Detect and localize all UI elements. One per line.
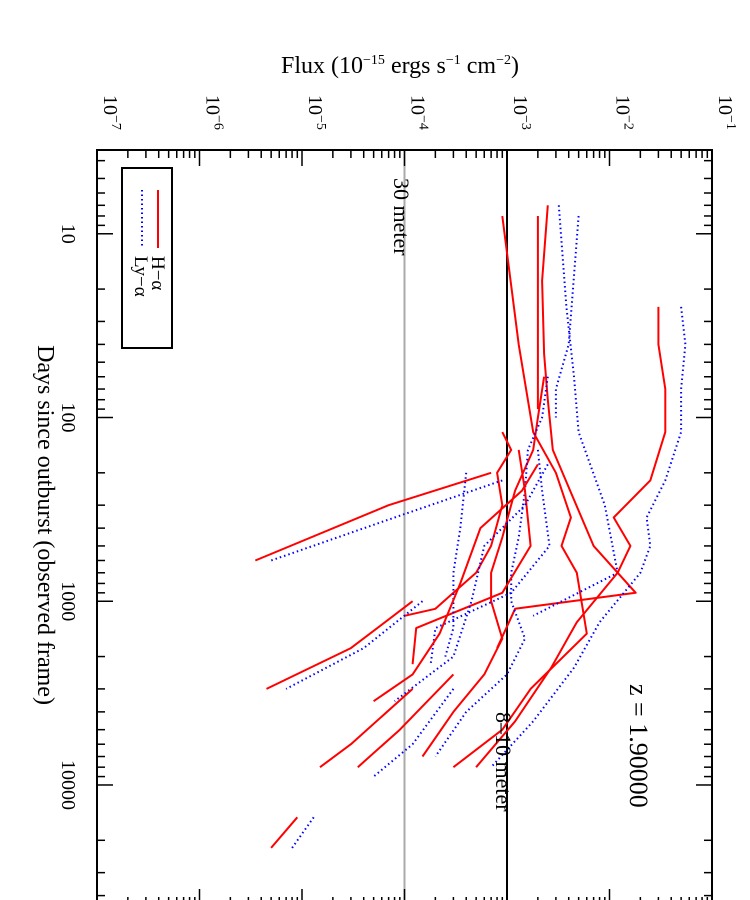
- legend-lyalpha-label: Ly−α: [130, 256, 151, 297]
- reference-lines: [403, 150, 508, 900]
- halpha-series-7: [421, 376, 546, 758]
- days-tick-label: 100: [57, 403, 79, 433]
- halpha-series-15: [254, 471, 492, 562]
- halpha-series-11: [404, 431, 513, 617]
- lyalpha-series-6: [490, 306, 687, 768]
- flux-tick-labels: 10−7 10−6 10−5 10−4 10−3 10−2 10−1: [99, 95, 738, 130]
- lyalpha-series-10: [429, 449, 551, 665]
- plot-area: [96, 149, 713, 900]
- flux-tick-label: 10−5: [304, 95, 328, 130]
- halpha-series-22: [270, 816, 299, 849]
- legend-halpha-label: H−α: [147, 256, 168, 290]
- halpha-series-2: [452, 215, 588, 768]
- days-tick-labels: 10 100 1000 10000: [57, 224, 79, 810]
- halpha-series-3: [496, 205, 637, 649]
- days-axis-title: Days since outburst (observed frame): [32, 345, 58, 705]
- legend: H−α Ly−α: [121, 167, 173, 349]
- lyalpha-series-16: [270, 479, 503, 562]
- flux-tick-label: 10−1: [714, 95, 738, 130]
- lyalpha-series-23: [291, 816, 315, 849]
- flux-tick-label: 10−4: [407, 95, 431, 130]
- series-layer: [254, 205, 687, 849]
- flux-axis-title: Flux (10−15 ergs s−1 cm−2): [281, 53, 519, 79]
- legend-box: [121, 167, 173, 349]
- lyalpha-series-1: [554, 215, 580, 418]
- halpha-series-9: [411, 449, 532, 665]
- plot-frame: [96, 149, 713, 900]
- halpha-series-21: [319, 688, 414, 769]
- redshift-annotation: z = 1.90000: [624, 684, 653, 808]
- halpha-series-17: [266, 600, 414, 690]
- days-tick-label: 10000: [57, 760, 79, 810]
- flux-tick-label: 10−6: [202, 95, 226, 130]
- lyalpha-series-12: [444, 472, 468, 657]
- halpha-series-5: [475, 306, 667, 768]
- ref-label-8-10-meter: 8–10 meter: [491, 712, 516, 812]
- days-tick-label: 1000: [57, 581, 79, 621]
- halpha-series-13: [373, 463, 539, 703]
- lyalpha-series-20: [372, 688, 455, 778]
- halpha-series-19: [357, 673, 455, 768]
- flux-tick-label: 10−3: [509, 95, 533, 130]
- days-tick-label: 10: [57, 224, 79, 244]
- ref-label-30-meter: 30 meter: [389, 178, 414, 256]
- flux-tick-label: 10−7: [99, 95, 123, 130]
- flux-tick-label: 10−2: [612, 95, 636, 130]
